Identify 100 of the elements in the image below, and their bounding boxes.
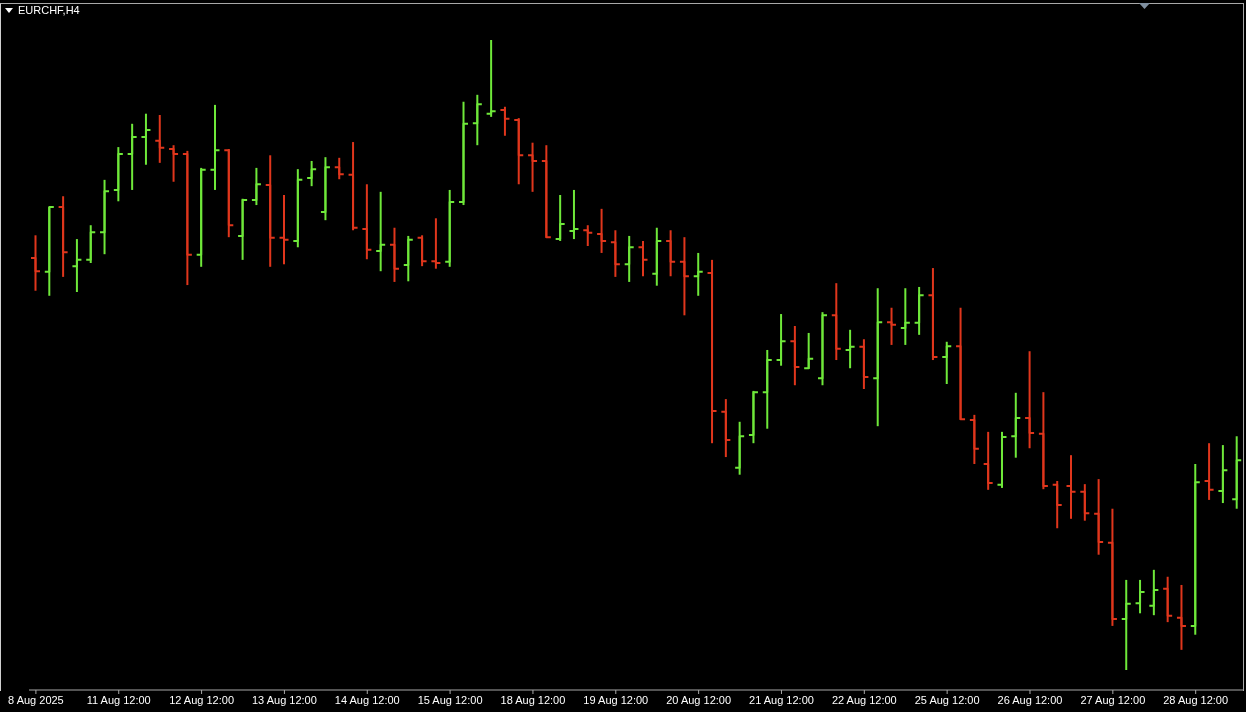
candlestick: [361, 183, 373, 261]
candlestick: [264, 154, 276, 268]
candlestick: [1162, 575, 1174, 624]
candlestick: [30, 234, 41, 292]
candlestick: [568, 188, 580, 241]
candlestick: [485, 40, 497, 118]
candlestick: [458, 100, 470, 207]
candlestick: [499, 105, 511, 137]
candlestick: [292, 168, 304, 249]
candlestick: [1175, 583, 1187, 651]
x-tick-label: 11 Aug 12:00: [86, 693, 151, 706]
candlestick: [886, 306, 898, 346]
candlestick: [1106, 507, 1118, 627]
x-tick-label: 13 Aug 12:00: [252, 693, 317, 706]
candlestick: [444, 188, 456, 268]
chart-title: EURCHF,H4: [18, 4, 80, 17]
candlestick: [195, 166, 207, 268]
candlestick: [126, 122, 138, 191]
candlestick: [1065, 454, 1077, 520]
candlestick: [858, 338, 870, 391]
x-tick-label: 22 Aug 12:00: [831, 693, 897, 706]
candlestick: [71, 238, 83, 293]
candlestick: [775, 313, 787, 367]
x-tick-label: 28 Aug 12:00: [1163, 693, 1229, 706]
x-tick-label: 12 Aug 12:00: [169, 693, 235, 706]
candlestick: [1120, 578, 1132, 670]
candlestick: [651, 226, 663, 287]
candlestick: [471, 93, 483, 147]
candlestick: [609, 229, 621, 278]
candlestick: [1217, 444, 1229, 505]
candlestick: [596, 207, 608, 254]
x-tick-label: 18 Aug 12:00: [500, 693, 566, 706]
x-tick-label: 26 Aug 12:00: [997, 693, 1063, 706]
candlestick: [140, 112, 152, 166]
candlestick: [347, 141, 359, 232]
candlestick: [1024, 350, 1036, 450]
candlestick: [582, 224, 594, 248]
candlestick: [43, 205, 55, 297]
x-tick-label: 25 Aug 12:00: [914, 693, 980, 706]
candlestick: [1231, 435, 1243, 510]
candlestick: [540, 144, 552, 239]
candlestick: [692, 251, 704, 297]
candlestick: [388, 226, 400, 283]
candlestick: [237, 197, 249, 261]
candlestick: [1079, 483, 1091, 522]
candlestick: [250, 166, 262, 207]
candlestick: [1037, 391, 1049, 491]
candlestick: [278, 193, 290, 266]
candlestick: [416, 234, 428, 268]
candlestick: [761, 348, 773, 430]
candlestick: [955, 306, 967, 421]
x-tick-label: 19 Aug 12:00: [583, 693, 649, 706]
candlestick: [968, 413, 980, 465]
candlestick: [1010, 391, 1022, 459]
candlestick: [637, 239, 649, 278]
candlestick: [1189, 462, 1201, 636]
candlestick: [319, 156, 331, 222]
candlestick: [375, 190, 387, 273]
candlestick: [223, 147, 235, 239]
candlestick: [706, 258, 718, 445]
candlestick: [803, 331, 815, 370]
candlestick: [899, 287, 911, 346]
candlestick: [154, 113, 166, 164]
candlestick: [623, 234, 635, 283]
candlestick: [941, 340, 953, 385]
candlestick: [678, 236, 690, 317]
candlestick: [209, 103, 221, 191]
x-tick-label: 27 Aug 12:00: [1080, 693, 1146, 706]
candlestick: [181, 149, 193, 287]
candlestick: [844, 328, 856, 370]
x-tick-label: 8 Aug 2025: [8, 693, 64, 706]
candlestick: [333, 156, 345, 181]
candlestick: [1051, 480, 1063, 530]
x-tick-label: 14 Aug 12:00: [334, 693, 400, 706]
candlestick: [402, 234, 414, 283]
candlestick: [1148, 568, 1160, 617]
candlestick: [306, 159, 318, 188]
candlestick: [747, 389, 759, 445]
candlestick: [830, 282, 842, 362]
candlestick: [913, 285, 925, 336]
candlestick: [816, 311, 828, 387]
candlestick: [1203, 442, 1215, 501]
x-tick-label: 21 Aug 12:00: [749, 693, 814, 706]
candlestick: [927, 267, 939, 362]
candlestick: [513, 117, 525, 186]
candlestick: [527, 141, 539, 193]
x-tick-label: 20 Aug 12:00: [666, 693, 732, 706]
candlestick: [85, 224, 97, 265]
candlestick: [1134, 578, 1146, 615]
x-tick-label: 15 Aug 12:00: [417, 693, 483, 706]
candlestick: [996, 430, 1008, 489]
candlestick: [112, 146, 124, 203]
candlestick: [57, 195, 69, 278]
candlestick: [872, 287, 884, 428]
candlestick: [554, 193, 566, 242]
candlestick: [665, 229, 677, 278]
candlestick: [99, 178, 111, 256]
candlestick: [1093, 478, 1105, 556]
candlestick: [982, 430, 994, 491]
candlestick: [734, 420, 746, 476]
